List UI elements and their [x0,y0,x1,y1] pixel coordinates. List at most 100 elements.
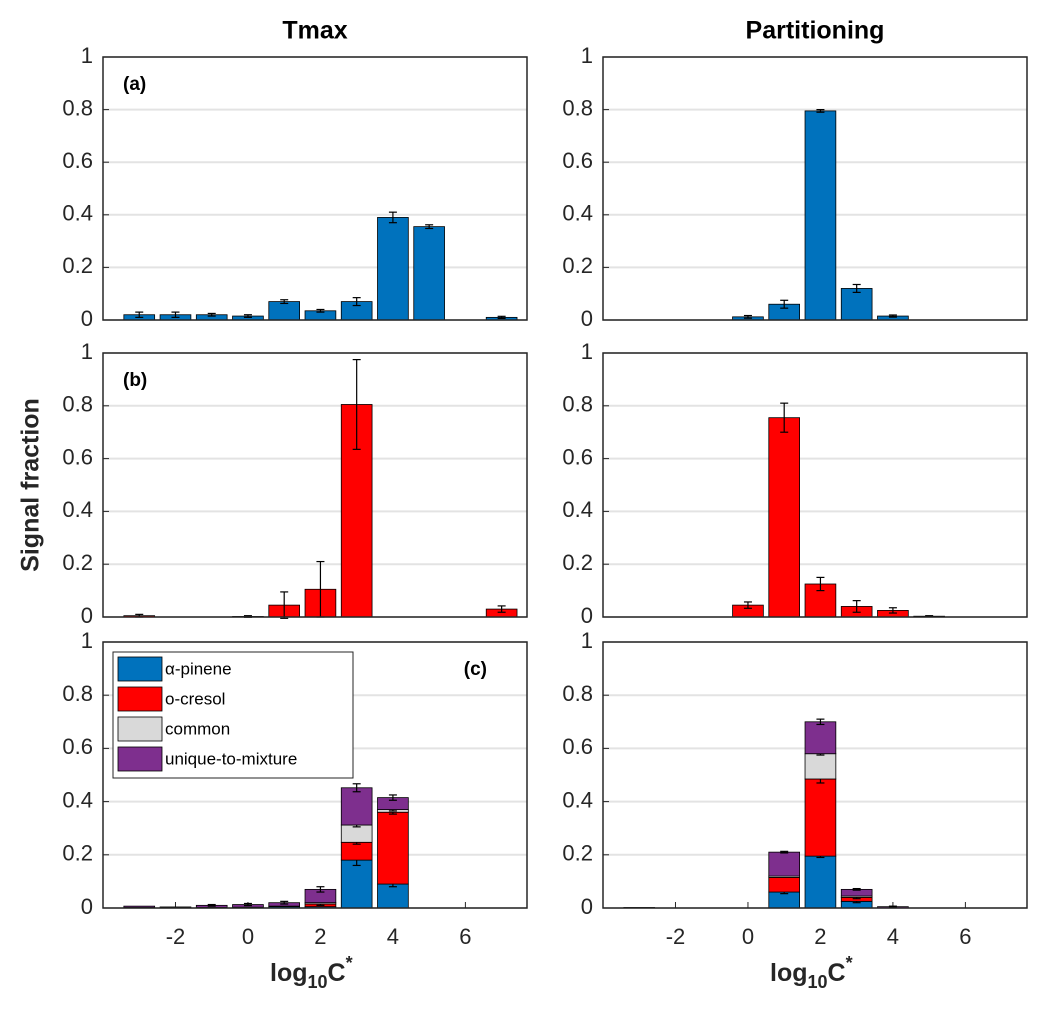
y-tick-label: 0.2 [562,550,593,575]
panel-label: (c) [464,659,487,680]
x-tick-label: -2 [166,924,186,949]
error-bar [780,850,789,854]
error-bar [243,902,252,907]
bar [340,841,373,861]
legend-label: common [165,719,230,738]
panel-title: Tmax [282,17,347,45]
error-bar [316,886,325,893]
error-bar [816,576,825,592]
error-bar [888,607,897,614]
bar [340,787,373,826]
error-bar [852,887,861,891]
error-bar [888,314,897,318]
error-bar [780,299,789,309]
y-tick-label: 1 [81,43,93,68]
legend-swatch [117,716,163,742]
y-tick-label: 1 [581,339,593,364]
x-axis-label-part: * [346,953,353,973]
x-tick-label: 4 [387,924,399,949]
axes-frame [102,56,528,321]
y-tick-label: 0 [81,306,93,331]
bar [768,891,800,909]
x-tick-label: 0 [742,924,754,949]
plot-area [103,353,527,617]
y-tick-label: 0.8 [62,392,93,417]
panel-label: (b) [123,370,147,391]
y-axis-label: Signal fraction [17,398,45,572]
error-bar [388,211,397,224]
legend-label: o-cresol [165,689,225,708]
y-tick-label: 0.8 [562,392,593,417]
error-bar [497,315,506,320]
error-bar [207,903,216,907]
error-bar [352,783,361,793]
error-bar [316,308,325,313]
y-tick-label: 0 [81,603,93,628]
y-tick-label: 0.6 [62,734,93,759]
y-tick-label: 1 [581,43,593,68]
y-tick-label: 0 [581,894,593,919]
y-tick-label: 0.6 [562,148,593,173]
bar [377,811,409,885]
axes-frame [102,641,528,909]
x-tick-label: 6 [459,924,471,949]
error-bar [888,905,897,908]
y-tick-label: 0.8 [562,681,593,706]
error-bar [816,718,825,726]
y-tick-label: 0.6 [62,148,93,173]
error-bar [743,314,752,319]
legend-swatch [117,746,163,772]
error-bar [280,900,289,905]
plot-area [603,353,1027,617]
legend-swatch [117,686,163,712]
axes-frame [102,352,528,618]
y-tick-label: 1 [81,339,93,364]
x-tick-label: -2 [666,924,686,949]
x-tick-label: 2 [314,924,326,949]
y-tick-label: 0.4 [562,497,593,522]
error-bar [497,605,506,613]
y-tick-label: 0.2 [62,253,93,278]
y-tick-label: 0.8 [62,95,93,120]
y-tick-label: 0.4 [562,201,593,226]
y-tick-label: 0.2 [62,550,93,575]
bar [804,721,837,755]
y-tick-label: 0 [581,306,593,331]
bar [340,824,373,843]
bar [768,851,800,877]
y-tick-label: 0.2 [562,841,593,866]
legend-label: unique-to-mixture [165,749,297,768]
y-tick-label: 0.6 [62,444,93,469]
axes-frame [602,641,1028,909]
x-tick-label: 2 [814,924,826,949]
y-tick-label: 0.4 [62,201,93,226]
bar [340,859,373,909]
error-bar [743,601,752,609]
x-axis-label-part: 10 [308,972,328,992]
panel-title: Partitioning [746,17,885,45]
bar [377,217,409,321]
x-axis-label-part: 10 [808,972,828,992]
error-bar [780,402,789,433]
error-bar [135,311,144,318]
error-bar [852,283,861,293]
bar [804,110,837,321]
x-axis-label-part: C [828,959,846,987]
bar [413,226,445,321]
error-bar [352,359,361,450]
y-tick-label: 0.4 [62,787,93,812]
bar [268,301,300,321]
y-tick-label: 0 [581,603,593,628]
x-axis-label: log10C* [270,953,353,992]
y-tick-label: 0 [81,894,93,919]
x-axis-label-part: log [270,959,308,987]
error-bar [207,312,216,317]
y-tick-label: 0.6 [562,734,593,759]
bar [768,417,800,618]
y-tick-label: 0.4 [62,497,93,522]
bar [804,778,837,857]
error-bar [243,314,252,318]
error-bar [352,297,361,307]
error-bar [171,311,180,318]
